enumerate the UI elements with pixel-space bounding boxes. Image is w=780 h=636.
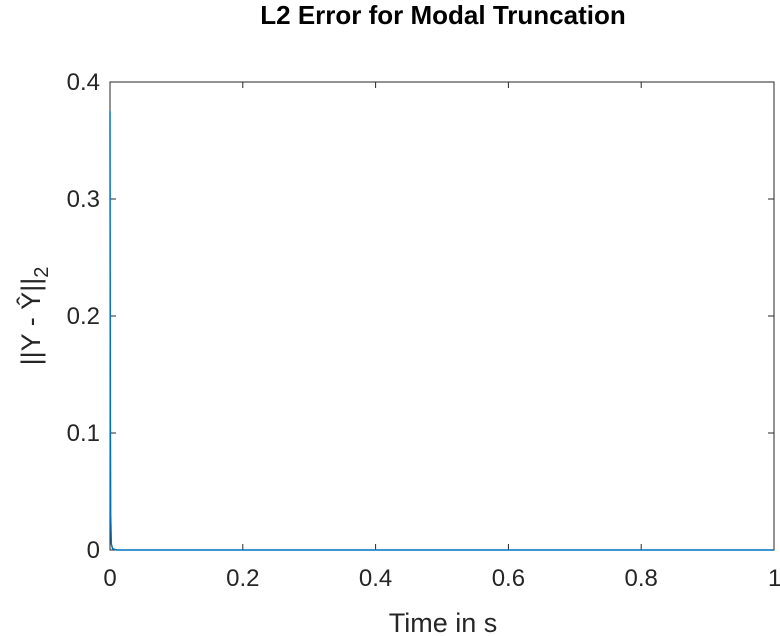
x-tick-label: 0.8	[625, 565, 658, 592]
y-axis-label: ||Y - Ŷ||2	[15, 267, 53, 366]
series-line	[109, 111, 774, 551]
y-tick-label: 0	[87, 537, 100, 564]
x-axis-label: Time in s	[389, 608, 498, 636]
series-layer	[109, 111, 774, 551]
x-tick-label: 1	[768, 565, 780, 592]
y-axis-label-subscript: 2	[31, 267, 53, 278]
y-tick-label: 0.2	[67, 303, 100, 330]
x-tick-label: 0.2	[226, 565, 259, 592]
y-tick-label: 0.1	[67, 420, 100, 447]
x-axis: 0 0.2 0.4 0.6 0.8 1	[103, 82, 780, 592]
y-tick-label: 0.4	[67, 69, 100, 96]
chart-title: L2 Error for Modal Truncation	[260, 0, 625, 30]
x-tick-label: 0	[103, 565, 116, 592]
y-tick-label: 0.3	[67, 186, 100, 213]
plot-area	[109, 81, 775, 551]
x-tick-label: 0.4	[359, 565, 392, 592]
y-axis-label-main: ||Y - Ŷ||	[15, 278, 46, 366]
y-axis: 0 0.1 0.2 0.3 0.4	[67, 69, 774, 564]
x-tick-label: 0.6	[492, 565, 525, 592]
